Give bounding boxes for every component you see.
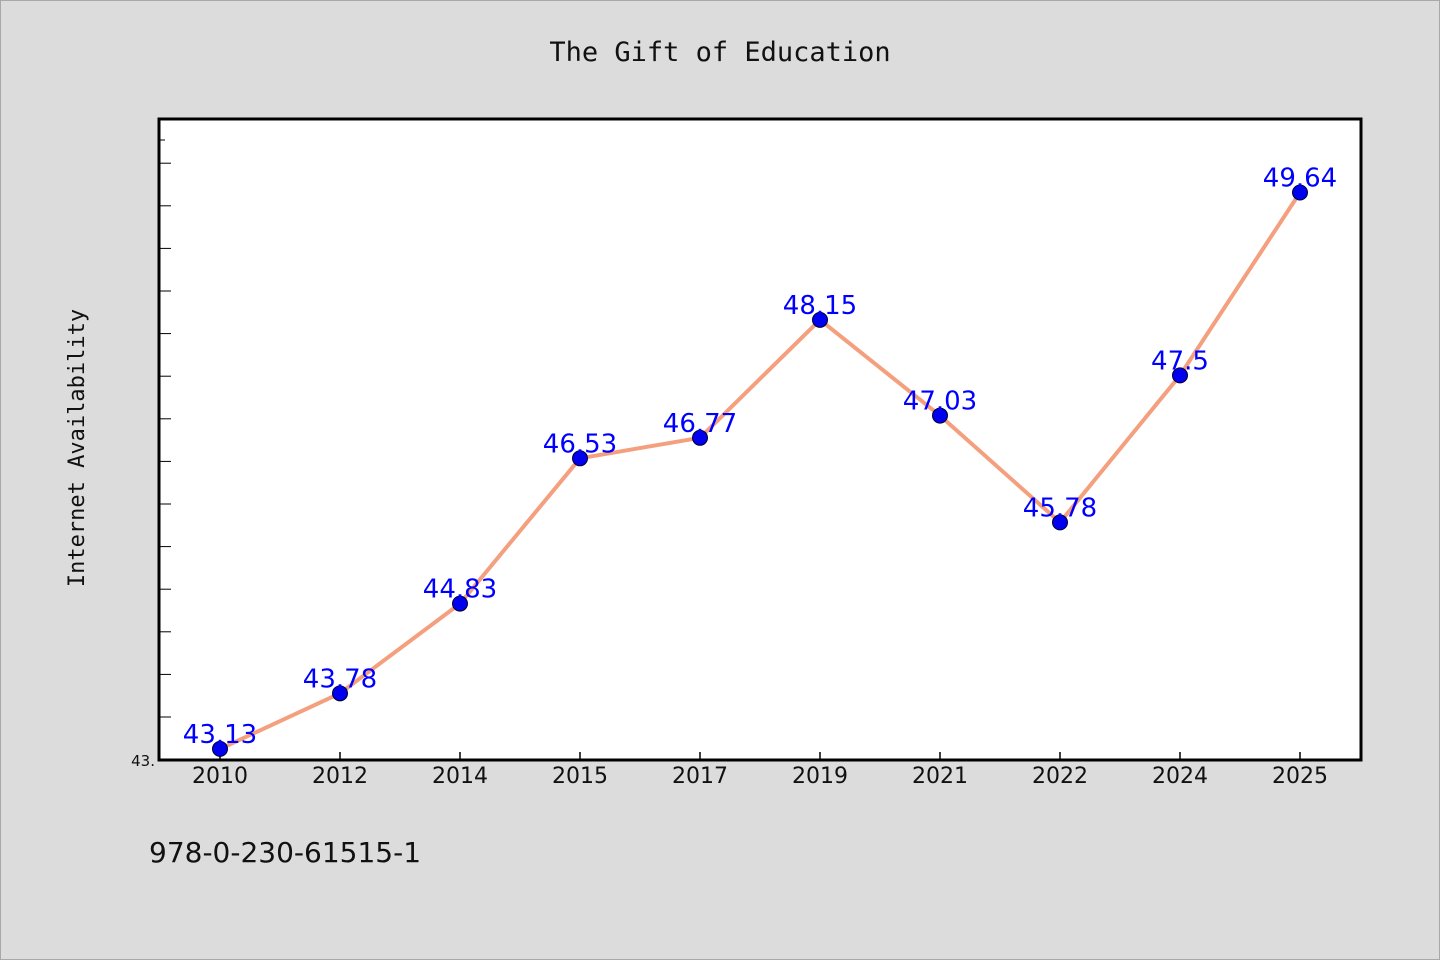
x-tick-label: 2010 bbox=[192, 764, 248, 789]
series-line bbox=[218, 190, 1302, 751]
data-point bbox=[1172, 367, 1188, 384]
series-markers bbox=[212, 184, 1308, 757]
data-point bbox=[812, 311, 828, 328]
plot-area bbox=[157, 117, 1363, 762]
data-point bbox=[212, 740, 228, 757]
data-point bbox=[572, 450, 588, 467]
x-tick-label: 2014 bbox=[432, 764, 488, 789]
data-label: 43.13 bbox=[183, 720, 257, 750]
x-axis-ticks: 2010 2012 2014 2015 2017 2019 2021 2022 2024 2025 bbox=[192, 752, 1328, 789]
data-label: 49.64 bbox=[1263, 164, 1337, 194]
isbn-footer: 978-0-230-61515-1 bbox=[149, 836, 421, 869]
y-axis-minor-ticks bbox=[159, 139, 171, 718]
data-labels: 43.13 43.78 44.83 46.53 46.77 48.15 47.03 45.78… bbox=[183, 164, 1337, 750]
y-axis-label: Internet Availability bbox=[65, 309, 90, 587]
data-label: 45.78 bbox=[1023, 493, 1097, 523]
data-label: 47.5 bbox=[1151, 346, 1209, 376]
x-tick-label: 2024 bbox=[1152, 764, 1208, 789]
x-tick-label: 2012 bbox=[312, 764, 368, 789]
data-label: 44.83 bbox=[423, 575, 497, 605]
data-point bbox=[452, 595, 468, 612]
y-tick-label: 43. bbox=[131, 752, 155, 770]
data-label: 47.03 bbox=[903, 387, 977, 417]
x-tick-label: 2021 bbox=[912, 764, 968, 789]
x-tick-label: 2019 bbox=[792, 764, 848, 789]
data-point bbox=[692, 429, 708, 446]
data-point bbox=[1052, 514, 1068, 531]
data-point bbox=[332, 685, 348, 702]
data-label: 48.15 bbox=[783, 291, 857, 321]
data-label: 46.77 bbox=[663, 409, 737, 439]
x-tick-label: 2025 bbox=[1272, 764, 1328, 789]
x-tick-label: 2015 bbox=[552, 764, 608, 789]
data-point bbox=[1292, 184, 1308, 201]
data-label: 43.78 bbox=[303, 664, 377, 694]
data-label: 46.53 bbox=[543, 429, 617, 459]
data-point bbox=[932, 407, 948, 424]
chart-title: The Gift of Education bbox=[549, 37, 890, 68]
x-tick-label: 2017 bbox=[672, 764, 728, 789]
x-tick-label: 2022 bbox=[1032, 764, 1088, 789]
